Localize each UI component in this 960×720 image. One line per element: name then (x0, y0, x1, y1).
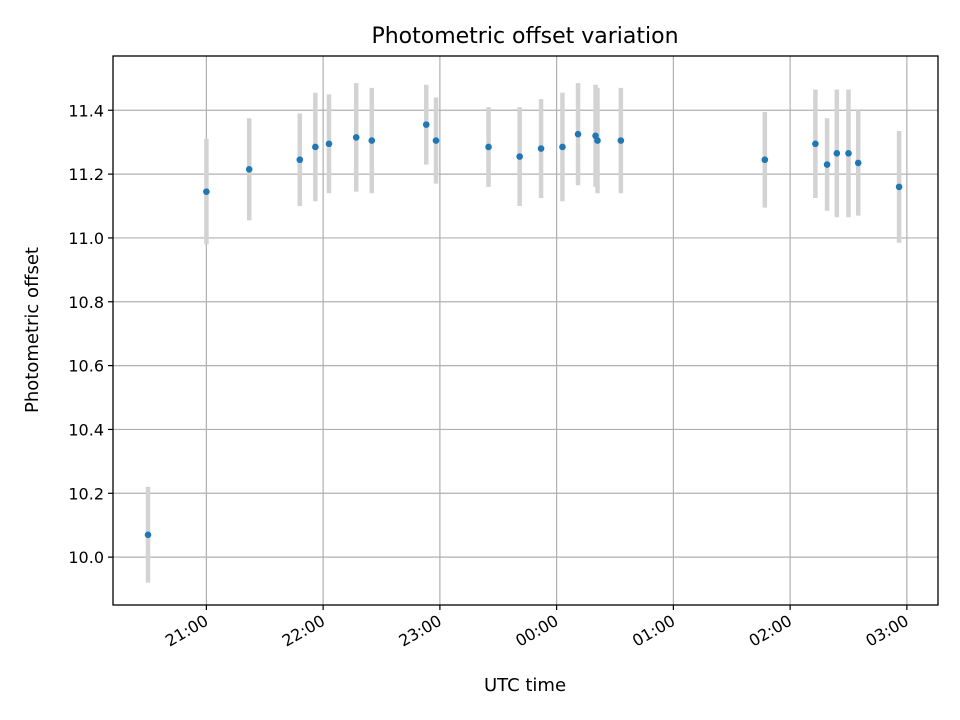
data-point (296, 156, 304, 164)
data-point (485, 143, 492, 151)
data-point (559, 143, 566, 151)
y-tick-label: 11.4 (68, 101, 104, 120)
y-tick-label: 11.0 (68, 229, 104, 248)
data-point (594, 137, 601, 144)
data-point (617, 137, 625, 144)
y-tick-label: 10.0 (68, 548, 104, 567)
x-axis-label: UTC time (484, 675, 566, 696)
data-point (203, 188, 210, 195)
data-point (895, 183, 903, 191)
data-point (144, 531, 152, 539)
data-point (812, 140, 819, 148)
plot-frame (112, 55, 939, 606)
data-point (845, 150, 852, 157)
y-tick-label: 10.4 (68, 420, 104, 439)
data-point (516, 153, 523, 160)
data-point (823, 161, 831, 168)
y-tick-label: 10.2 (68, 484, 104, 503)
chart-title: Photometric offset variation (371, 24, 678, 49)
data-point (325, 140, 333, 148)
y-tick-label: 10.8 (68, 293, 104, 312)
data-point (245, 166, 253, 173)
y-axis: 10.0 10.2 10.4 10.6 10.8 11.0 11.2 11.4 (68, 101, 113, 567)
y-tick-label: 10.6 (68, 357, 104, 376)
y-axis-label: Photometric offset (22, 247, 43, 413)
data-point (833, 150, 841, 157)
data-point (432, 137, 440, 144)
data-point (574, 130, 582, 138)
data-point (368, 137, 376, 144)
data-point (761, 156, 769, 164)
y-tick-label: 11.2 (68, 165, 104, 184)
data-point (352, 134, 360, 141)
data-point (854, 159, 862, 167)
data-point (422, 121, 430, 128)
data-point (312, 143, 319, 151)
data-points (144, 121, 903, 539)
data-point (537, 145, 545, 152)
